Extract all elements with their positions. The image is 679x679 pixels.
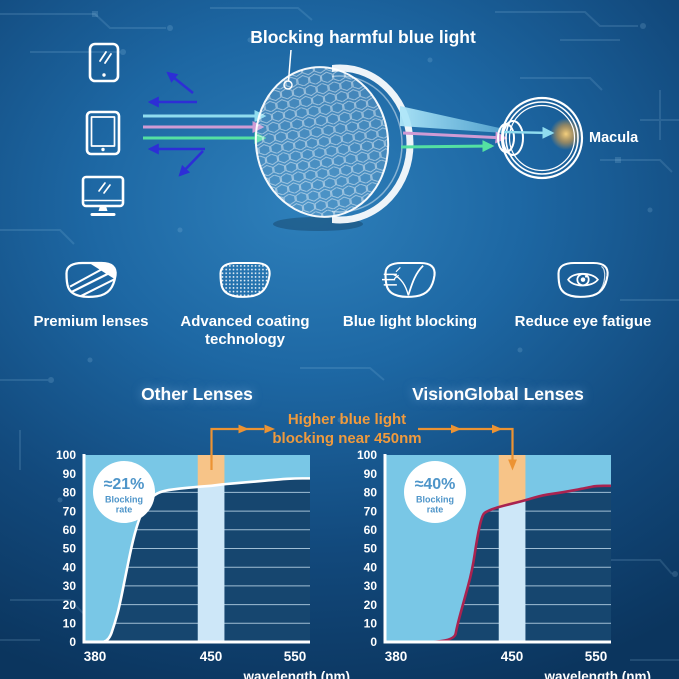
lens-front-face <box>254 66 390 218</box>
green-beam <box>400 140 495 153</box>
coated-lens-icon <box>219 261 271 298</box>
blocking-rate-badge: ≈40% Blocking rate <box>404 461 466 523</box>
x-tick-label: 550 <box>585 649 608 664</box>
badge-label: Blocking <box>105 495 143 505</box>
x-tick-label: 380 <box>84 649 107 664</box>
eye-lens <box>497 123 515 153</box>
pink-beam <box>402 131 508 144</box>
y-tick-label: 30 <box>63 579 77 593</box>
feature-label: Advanced coating technology <box>180 313 310 348</box>
y-tick-label: 30 <box>364 579 378 593</box>
badge-value: ≈40% <box>415 476 456 493</box>
honeycomb-lens <box>254 64 414 231</box>
x-tick-label: 450 <box>200 649 223 664</box>
y-tick-label: 60 <box>364 523 378 537</box>
chart-visionglobal-lenses: 100 90 80 70 60 50 40 30 20 10 0 380 450 550 wavelengt… <box>345 445 665 679</box>
y-tick-label: 80 <box>63 486 77 500</box>
x-axis-label: wavelength (nm) <box>543 669 651 679</box>
y-tick-label: 60 <box>63 523 77 537</box>
y-tick-label: 40 <box>63 560 77 574</box>
y-tick-label: 50 <box>63 542 77 556</box>
badge-value: ≈21% <box>104 476 145 493</box>
macula-label: Macula <box>589 130 639 146</box>
blocking-rate-badge: ≈21% Blocking rate <box>93 461 155 523</box>
y-tick-label: 90 <box>63 467 77 481</box>
title-pointer-dot <box>283 80 293 90</box>
reflected-blue-rays <box>147 71 205 177</box>
x-tick-label: 450 <box>501 649 524 664</box>
x-tick-label: 380 <box>385 649 408 664</box>
blue-light-blocking-lens-icon <box>382 261 436 298</box>
premium-lens-icon <box>65 261 117 298</box>
y-tick-label: 50 <box>364 542 378 556</box>
badge-label: rate <box>427 505 444 515</box>
y-tick-label: 10 <box>364 617 378 631</box>
axes <box>383 454 611 644</box>
y-tick-label: 90 <box>364 467 378 481</box>
eye-rings <box>497 96 584 180</box>
badge-label: rate <box>116 505 133 515</box>
axes <box>82 454 310 644</box>
annotation-line1: Higher blue light <box>287 411 407 428</box>
eye-diagram <box>497 96 584 180</box>
y-tick-label: 0 <box>69 635 76 649</box>
transmission-curve <box>384 484 611 644</box>
chart-other-lenses: 100 90 80 70 60 50 40 30 20 10 0 380 450 550 wavelengt… <box>44 445 364 679</box>
y-tick-label: 70 <box>63 504 77 518</box>
y-tick-label: 20 <box>364 598 378 612</box>
badge-label: Blocking <box>416 495 454 505</box>
eye-cornea <box>502 120 524 156</box>
feature-label: Blue light blocking <box>342 313 478 330</box>
transmission-curve <box>83 477 310 644</box>
incident-light-rays <box>143 110 267 144</box>
feature-advanced-coating: Advanced coating technology <box>170 260 320 349</box>
x-axis-label: wavelength (nm) <box>242 669 350 679</box>
smartphone-icon <box>88 42 120 83</box>
cyan-beam-cone <box>400 106 504 133</box>
feature-blue-light-blocking: Blue light blocking <box>335 260 485 331</box>
annotation-line2: blocking near 450nm <box>272 430 422 447</box>
monitor-icon <box>81 175 125 216</box>
y-tick-label: 10 <box>63 617 77 631</box>
chart-title-other-lenses: Other Lenses <box>141 384 253 404</box>
cyan-ray-to-macula <box>503 126 555 139</box>
y-tick-label: 40 <box>364 560 378 574</box>
tablet-icon <box>85 110 121 156</box>
y-tick-label: 20 <box>63 598 77 612</box>
y-tick-label: 100 <box>357 448 377 462</box>
y-tick-label: 70 <box>364 504 378 518</box>
feature-premium-lenses: Premium lenses <box>16 260 166 331</box>
chart-title-visionglobal-lenses: VisionGlobal Lenses <box>412 384 584 404</box>
feature-reduce-eye-fatigue: Reduce eye fatigue <box>500 260 666 331</box>
title-pointer-line <box>287 49 292 82</box>
feature-label: Reduce eye fatigue <box>514 313 652 330</box>
y-tick-label: 0 <box>370 635 377 649</box>
feature-label: Premium lenses <box>33 313 149 330</box>
eye-glyph <box>567 272 599 287</box>
eye-in-lens-icon <box>557 261 609 298</box>
annotation-higher-blocking: Higher blue light blocking near 450nm <box>262 410 432 448</box>
hero-diagram: Blocking harmful blue light Macula <box>81 27 639 231</box>
y-tick-label: 80 <box>364 486 378 500</box>
hero-title: Blocking harmful blue light <box>250 27 476 47</box>
x-tick-label: 550 <box>284 649 307 664</box>
y-tick-label: 100 <box>56 448 76 462</box>
